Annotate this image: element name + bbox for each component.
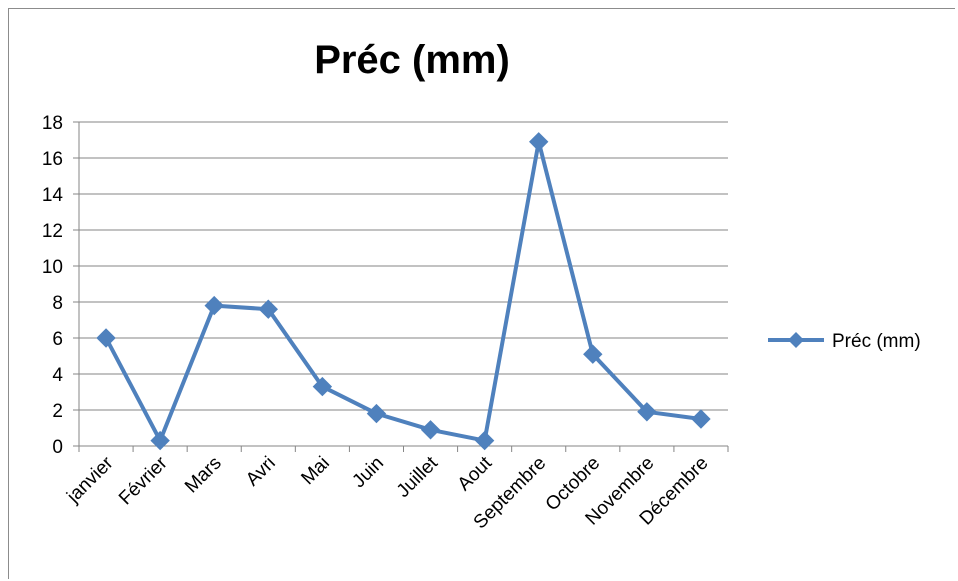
data-point [583,344,603,364]
x-tick-label: Juin [348,453,387,492]
y-tick-label: 16 [42,149,63,170]
y-tick-label: 6 [52,329,63,350]
y-tick-label: 14 [42,185,64,206]
x-tick-label: Aout [454,452,497,495]
data-point [366,403,387,424]
x-tick-label: Juillet [393,452,443,502]
legend-marker [788,332,804,348]
data-point [637,402,657,422]
x-tick-label: Avri [242,453,280,491]
data-point [312,376,333,397]
x-tick-label: Mars [181,453,226,498]
data-point [474,430,495,451]
legend: Préc (mm) [768,331,921,352]
data-point [96,328,116,348]
x-tick-label: janvier [62,452,118,508]
y-tick-label: 0 [52,437,63,458]
data-point [204,295,224,316]
y-tick-label: 2 [52,401,63,422]
chart-frame [8,8,955,579]
y-tick-label: 4 [52,365,63,386]
x-tick-label: Février [115,452,172,509]
y-tick-label: 8 [52,293,63,314]
y-tick-label: 10 [42,257,63,278]
data-point [258,299,278,319]
series-group [96,132,711,451]
data-point [150,430,170,451]
data-point [420,420,441,440]
data-point [691,409,711,429]
series-line [104,139,702,443]
chart-title: Préc (mm) [314,38,510,82]
legend-label: Préc (mm) [832,331,921,352]
gridlines [79,121,728,411]
y-tick-label: 18 [42,113,63,134]
data-point [529,132,549,152]
y-axis-ticks: 0 2 4 6 8 10 12 14 16 18 [42,113,79,458]
x-tick-label: Mai [297,453,334,490]
y-tick-label: 12 [42,221,63,242]
